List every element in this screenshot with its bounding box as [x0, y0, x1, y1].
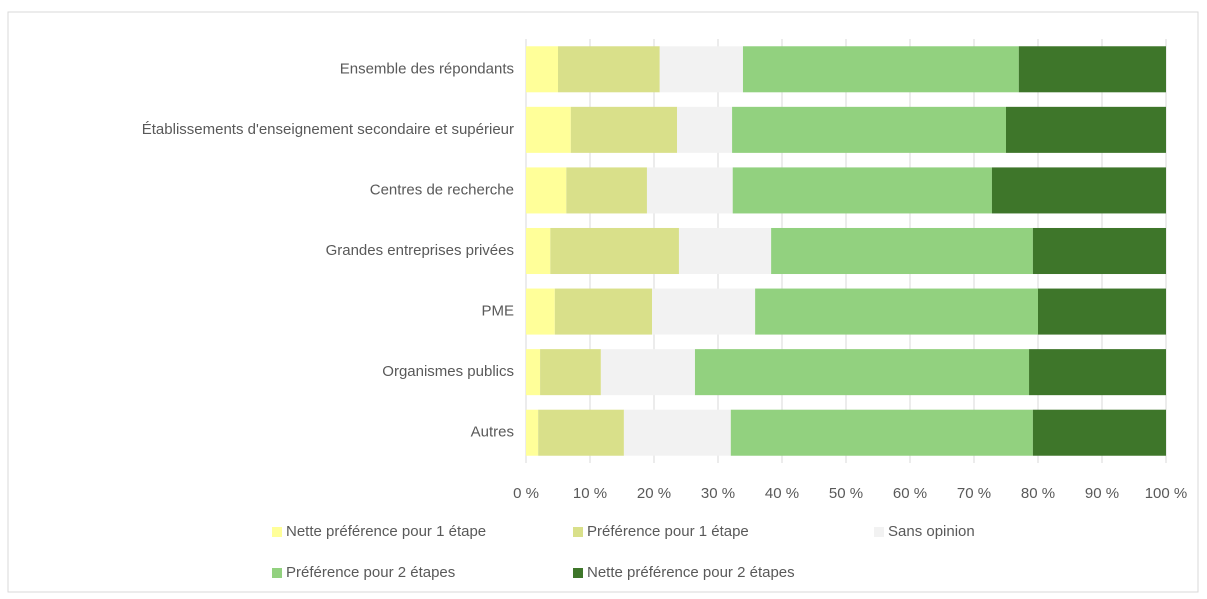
bar-segment	[732, 106, 1006, 153]
bar-segment	[677, 106, 733, 153]
x-tick-label: 40 %	[765, 485, 799, 502]
bar-segment	[526, 46, 558, 93]
bar-segment	[1029, 349, 1166, 396]
x-tick-label: 100 %	[1145, 485, 1188, 502]
legend-swatch	[272, 568, 282, 578]
legend-label: Préférence pour 2 étapes	[286, 564, 455, 581]
bar-segment	[570, 106, 678, 153]
x-tick-label: 70 %	[957, 485, 991, 502]
bar-segment	[600, 349, 695, 396]
bar-segment	[526, 167, 567, 214]
x-tick-label: 60 %	[893, 485, 927, 502]
x-tick-label: 30 %	[701, 485, 735, 502]
legend-swatch	[272, 527, 282, 537]
bar-segment	[991, 167, 1166, 214]
bar-segment	[730, 409, 1033, 456]
bar-segment	[526, 227, 551, 275]
bar-segment	[526, 288, 555, 335]
legend-label: Nette préférence pour 1 étape	[286, 523, 486, 540]
legend-label: Nette préférence pour 2 étapes	[587, 564, 795, 581]
bar-segment	[538, 409, 624, 456]
y-tick-label: Grandes entreprises privées	[326, 242, 514, 259]
y-tick-label: Ensemble des répondants	[340, 60, 514, 77]
y-tick-label: Centres de recherche	[370, 181, 514, 198]
y-tick-label: PME	[481, 303, 514, 320]
y-tick-label: Établissements d'enseignement secondaire…	[142, 121, 514, 138]
bar-segment	[1006, 106, 1166, 153]
bar-segment	[623, 409, 731, 456]
bar-segment	[646, 167, 733, 214]
bar-segment	[678, 227, 772, 275]
x-tick-label: 50 %	[829, 485, 863, 502]
bar-segment	[1038, 288, 1166, 335]
y-tick-label: Autres	[471, 424, 514, 441]
bar-segment	[652, 288, 756, 335]
bar-segment	[755, 288, 1038, 335]
legend-swatch	[874, 527, 884, 537]
bar-segment	[1018, 46, 1166, 93]
bar-segment	[558, 46, 660, 93]
bar-segment	[732, 167, 992, 214]
y-tick-label: Organismes publics	[382, 363, 514, 380]
bar-segment	[554, 288, 653, 335]
bar-segment	[1032, 227, 1166, 275]
x-tick-label: 0 %	[513, 485, 539, 502]
bar-segment	[526, 349, 541, 396]
x-tick-label: 90 %	[1085, 485, 1119, 502]
bar-segment	[526, 106, 571, 153]
bar-segment	[694, 349, 1030, 396]
bar-segment	[540, 349, 601, 396]
bar-segment	[1032, 409, 1166, 456]
legend-swatch	[573, 568, 583, 578]
x-tick-label: 10 %	[573, 485, 607, 502]
bar-segment	[771, 227, 1033, 275]
x-tick-label: 20 %	[637, 485, 671, 502]
legend-label: Sans opinion	[888, 523, 975, 540]
bar-segment	[659, 46, 743, 93]
bar-segment	[550, 227, 679, 275]
legend-swatch	[573, 527, 583, 537]
bar-segment	[526, 409, 539, 456]
x-tick-label: 80 %	[1021, 485, 1055, 502]
legend-label: Préférence pour 1 étape	[587, 523, 749, 540]
bar-segment	[566, 167, 647, 214]
bar-segment	[742, 46, 1019, 93]
